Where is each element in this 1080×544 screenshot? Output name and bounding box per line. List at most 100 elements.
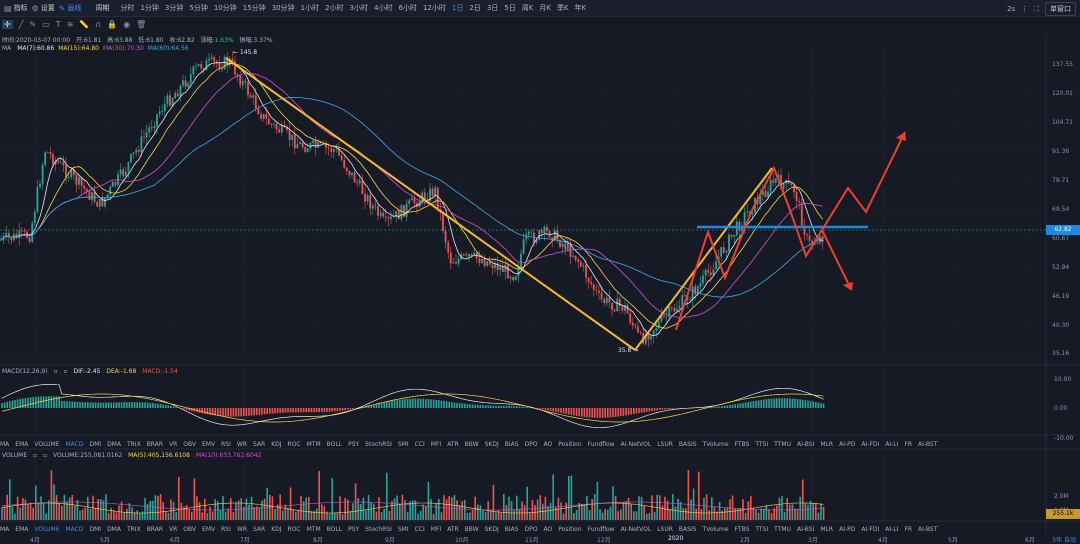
- indicator-tab-ai-bsi[interactable]: AI-BSI: [796, 525, 815, 533]
- indicator-tab-fr[interactable]: FR: [904, 525, 913, 533]
- indicator-tab-tvolume[interactable]: TVolume: [702, 440, 729, 448]
- indicator-tab-brar[interactable]: BRAR: [146, 525, 164, 533]
- indicator-tab-mtm[interactable]: MTM: [306, 440, 321, 448]
- interval-1小时[interactable]: 1小时: [300, 4, 320, 12]
- interval-3日[interactable]: 3日: [486, 4, 499, 12]
- indicator-tab-skdj[interactable]: SKDJ: [484, 440, 499, 448]
- indicator-tab-ma[interactable]: MA: [0, 525, 10, 533]
- range-selector[interactable]: 5年 自动: [1052, 537, 1076, 544]
- indicator-tab-macd[interactable]: MACD: [65, 525, 84, 533]
- indicator-tab-bbw[interactable]: BBW: [464, 440, 479, 448]
- indicator-tab-mlr[interactable]: MLR: [820, 525, 834, 533]
- lock-icon[interactable]: 🔒: [107, 20, 118, 29]
- interval-2日[interactable]: 2日: [469, 4, 481, 12]
- indicator-tab-fundflow[interactable]: Fundflow: [587, 440, 615, 448]
- interval-3小时[interactable]: 3小时: [349, 4, 369, 12]
- indicator-tab-ftbs[interactable]: FTBS: [734, 525, 750, 533]
- interval-月K[interactable]: 月K: [539, 4, 551, 12]
- interval-1日[interactable]: 1日: [451, 4, 464, 12]
- interval-周K[interactable]: 周K: [521, 4, 534, 12]
- interval-15分钟[interactable]: 15分钟: [242, 4, 266, 12]
- indicator-tab-wr[interactable]: WR: [236, 525, 247, 533]
- interval-30分钟[interactable]: 30分钟: [271, 4, 295, 12]
- indicator-tab-ao[interactable]: AO: [543, 525, 553, 533]
- indicator-tab-wr[interactable]: WR: [236, 440, 247, 448]
- indicator-tab-emv[interactable]: EMV: [202, 440, 216, 448]
- indicator-tab-kdj[interactable]: KDJ: [271, 525, 282, 533]
- indicator-tab-roc[interactable]: ROC: [287, 440, 301, 448]
- indicator-tab-ai-bsi[interactable]: AI-BSI: [796, 440, 815, 448]
- indicator-tab-smi[interactable]: SMI: [397, 440, 409, 448]
- indicator-tab-kdj[interactable]: KDJ: [271, 440, 282, 448]
- indicator-tab-ttmu[interactable]: TTMU: [774, 440, 791, 448]
- interval-5分钟[interactable]: 5分钟: [189, 4, 208, 12]
- indicator-tab-dpo[interactable]: DPO: [524, 440, 538, 448]
- indicator-tab-sar[interactable]: SAR: [253, 440, 266, 448]
- indicator-tab-volume[interactable]: VOLUME: [34, 525, 60, 533]
- indicator-tab-skdj[interactable]: SKDJ: [484, 525, 499, 533]
- interval-6小时[interactable]: 6小时: [398, 4, 417, 12]
- interval-5日[interactable]: 5日: [504, 4, 516, 12]
- indicator-tab-ai-bst[interactable]: AI-BST: [918, 525, 938, 533]
- indicator-tab-smi[interactable]: SMI: [397, 525, 409, 533]
- indicator-tab-ai-li[interactable]: AI-LI: [885, 525, 899, 533]
- indicator-tab-ftbs[interactable]: FTBS: [734, 440, 750, 448]
- indicator-tab-rsi[interactable]: RSI: [221, 440, 231, 448]
- indicator-tab-stochrsi[interactable]: StochRSI: [365, 440, 392, 448]
- interval-年K[interactable]: 年K: [574, 4, 587, 12]
- indicator-tab-mfi[interactable]: MFI: [430, 440, 442, 448]
- indicator-tab-position[interactable]: Position: [558, 440, 582, 448]
- indicator-tab-dmi[interactable]: DMI: [89, 525, 102, 533]
- trend-line-icon[interactable]: ╱: [18, 20, 24, 29]
- indicator-tab-basis[interactable]: BASIS: [678, 525, 697, 533]
- ruler-icon[interactable]: 📏: [79, 20, 90, 29]
- text-icon[interactable]: T: [55, 20, 61, 29]
- interval-12小时[interactable]: 12小时: [422, 4, 446, 12]
- window-mode-button[interactable]: 单窗口: [1045, 2, 1076, 16]
- indicator-tab-bias[interactable]: BIAS: [504, 525, 519, 533]
- indicator-tab-sar[interactable]: SAR: [253, 525, 266, 533]
- indicator-tab-fr[interactable]: FR: [904, 440, 913, 448]
- interval-2小时[interactable]: 2小时: [325, 4, 344, 12]
- indicator-tab-ai-fdi[interactable]: AI-FDI: [861, 525, 880, 533]
- indicator-button[interactable]: ▤ 指标: [4, 3, 28, 13]
- indicator-tab-ai-netvol[interactable]: AI-NetVOL: [620, 440, 652, 448]
- indicator-tab-ma[interactable]: MA: [0, 440, 10, 448]
- indicator-tab-basis[interactable]: BASIS: [678, 440, 697, 448]
- indicator-tab-lsur[interactable]: LSUR: [657, 440, 673, 448]
- indicator-tab-ai-pd[interactable]: AI-PD: [839, 440, 856, 448]
- indicator-tab-volume[interactable]: VOLUME: [34, 440, 60, 448]
- indicator-tab-psy[interactable]: PSY: [348, 525, 360, 533]
- indicator-tab-obv[interactable]: OBV: [183, 525, 197, 533]
- indicator-tab-dmi[interactable]: DMI: [89, 440, 102, 448]
- indicator-tab-rsi[interactable]: RSI: [221, 525, 231, 533]
- indicator-tab-ttsi[interactable]: TTSI: [755, 440, 769, 448]
- eye-icon[interactable]: ◉: [123, 20, 131, 29]
- indicator-tab-brar[interactable]: BRAR: [146, 440, 164, 448]
- indicator-tab-atr[interactable]: ATR: [447, 525, 459, 533]
- indicator-tab-vr[interactable]: VR: [169, 525, 178, 533]
- interval-分时[interactable]: 分时: [120, 4, 135, 12]
- indicator-tab-dpo[interactable]: DPO: [524, 525, 538, 533]
- indicator-tab-mlr[interactable]: MLR: [820, 440, 834, 448]
- toggle-icon[interactable]: ▫: [53, 368, 58, 375]
- fibonacci-icon[interactable]: ≋: [66, 20, 74, 29]
- indicator-tab-emv[interactable]: EMV: [202, 525, 216, 533]
- indicator-tab-macd[interactable]: MACD: [65, 440, 84, 448]
- toggle-icon[interactable]: ▫: [33, 452, 38, 459]
- indicator-tab-boll[interactable]: BOLL: [326, 525, 343, 533]
- indicator-tab-obv[interactable]: OBV: [183, 440, 197, 448]
- indicator-tab-tvolume[interactable]: TVolume: [702, 525, 729, 533]
- indicator-tab-ai-fdi[interactable]: AI-FDI: [861, 440, 880, 448]
- indicator-tab-stochrsi[interactable]: StochRSI: [365, 525, 392, 533]
- indicator-tab-trix[interactable]: TRIX: [126, 440, 141, 448]
- indicator-tab-psy[interactable]: PSY: [348, 440, 360, 448]
- draw-line-button[interactable]: ✎ 画线: [58, 3, 82, 13]
- indicator-tab-vr[interactable]: VR: [169, 440, 178, 448]
- pencil-icon[interactable]: ✎: [29, 20, 37, 29]
- trash-icon[interactable]: 🗑: [136, 20, 147, 29]
- indicator-tab-cci[interactable]: CCI: [414, 440, 425, 448]
- indicator-tab-atr[interactable]: ATR: [447, 440, 459, 448]
- indicator-tab-dma[interactable]: DMA: [107, 440, 121, 448]
